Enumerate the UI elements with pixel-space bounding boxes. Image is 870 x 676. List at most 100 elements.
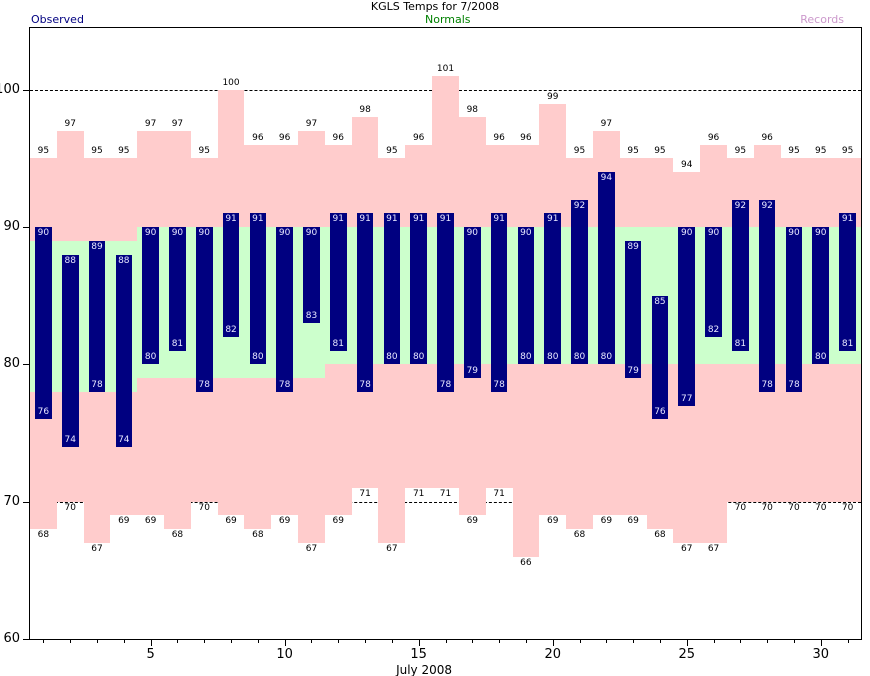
observed-high-label-day-18: 91 [493,214,505,225]
observed-bar-day-5 [142,227,159,365]
y-tick-mark-80 [23,364,29,366]
observed-high-label-day-5: 90 [144,228,157,239]
record-high-label-day-10: 96 [278,132,291,143]
x-tick-label-25: 25 [678,647,696,662]
observed-low-label-day-9: 80 [252,352,264,363]
record-low-label-day-22: 69 [600,516,613,527]
observed-high-label-day-19: 90 [520,228,532,239]
record-high-label-day-14: 95 [386,146,398,157]
observed-high-label-day-27: 92 [734,200,747,211]
record-low-label-day-11: 67 [305,543,318,554]
record-low-label-day-2: 70 [64,502,76,513]
observed-bar-day-8 [222,213,240,337]
x-tick-mark-18 [499,639,501,643]
record-low-label-day-27: 70 [734,502,747,513]
observed-high-label-day-10: 90 [278,228,291,239]
x-tick-mark-28 [767,639,769,643]
observed-high-label-day-25: 90 [681,228,693,239]
x-tick-mark-27 [740,639,742,643]
x-tick-mark-2 [70,639,72,643]
record-high-label-day-20: 99 [546,91,559,102]
x-tick-mark-23 [633,639,635,643]
observed-high-label-day-22: 94 [600,173,613,184]
x-tick-mark-13 [365,639,367,643]
observed-bar-day-11 [303,227,320,324]
record-low-label-day-25: 67 [681,543,693,554]
observed-high-label-day-20: 91 [546,214,559,225]
observed-low-label-day-15: 80 [412,352,425,363]
x-tick-label-20: 20 [544,647,561,662]
observed-bar-day-17 [463,227,481,379]
observed-high-label-day-2: 88 [64,255,76,266]
record-low-label-day-21: 68 [573,530,586,541]
record-high-label-day-22: 97 [600,118,613,129]
legend-item-records: Records [800,13,844,26]
observed-bar-day-6 [169,227,186,351]
observed-bar-day-26 [705,227,722,337]
record-high-label-day-8: 100 [222,77,240,88]
observed-low-label-day-6: 81 [171,338,184,349]
observed-high-label-day-24: 85 [654,296,666,307]
record-low-label-day-4: 69 [118,516,130,527]
observed-bar-day-22 [598,172,615,365]
record-low-label-day-8: 69 [225,516,237,527]
observed-high-label-day-17: 90 [466,228,479,239]
x-tick-label-5: 5 [146,647,155,662]
x-tick-mark-8 [231,639,233,643]
record-high-label-day-30: 95 [815,146,827,157]
observed-high-label-day-16: 91 [439,214,452,225]
observed-bar-day-16 [437,213,454,392]
x-tick-label-10: 10 [276,647,293,662]
record-high-label-day-5: 97 [144,118,157,129]
plot-inner: 95 68 90 76 97 70 88 74 95 67 89 78 95 69 88 74 97 69 90 80… [30,28,861,639]
x-tick-mark-12 [338,639,340,643]
observed-low-label-day-24: 76 [654,407,666,418]
observed-low-label-day-10: 78 [278,379,291,390]
observed-low-label-day-4: 74 [118,434,130,445]
observed-high-label-day-12: 91 [332,214,344,225]
record-low-label-day-28: 70 [761,502,773,513]
observed-bar-day-10 [276,227,293,392]
record-high-label-day-12: 96 [332,132,344,143]
record-low-label-day-17: 69 [466,516,479,527]
record-high-label-day-6: 97 [171,118,184,129]
gridline-70 [30,501,861,503]
x-tick-mark-22 [606,639,608,643]
record-low-label-day-20: 69 [546,516,559,527]
observed-bar-day-29 [785,227,803,392]
x-tick-mark-31 [847,639,849,643]
record-low-label-day-6: 68 [171,530,184,541]
observed-bar-day-12 [329,213,347,351]
observed-bar-day-30 [812,227,830,365]
x-axis-title: July 2008 [396,663,453,676]
x-tick-mark-17 [472,639,474,643]
observed-low-label-day-29: 78 [788,379,800,390]
observed-low-label-day-5: 80 [144,352,157,363]
y-tick-label-80: 80 [3,356,20,372]
legend-item-normals: Normals [425,13,471,26]
observed-bar-day-21 [571,199,588,365]
observed-bar-day-7 [195,227,213,392]
x-tick-mark-19 [525,639,527,643]
y-tick-label-100: 100 [0,81,20,97]
record-high-label-day-24: 95 [654,146,666,157]
record-low-label-day-7: 70 [198,502,210,513]
record-high-label-day-26: 96 [707,132,720,143]
record-low-label-day-19: 66 [520,557,532,568]
observed-high-label-day-11: 90 [305,228,318,239]
record-high-label-day-28: 96 [761,132,773,143]
observed-bar-day-24 [651,295,669,420]
record-low-label-day-13: 71 [359,488,371,499]
observed-low-label-day-31: 81 [841,338,854,349]
observed-low-label-day-18: 78 [493,379,505,390]
record-high-label-day-31: 95 [841,146,854,157]
x-tick-label-15: 15 [410,647,427,662]
observed-low-label-day-17: 79 [466,366,479,377]
observed-bar-day-9 [249,213,267,365]
observed-bar-day-15 [410,213,427,365]
x-tick-mark-14 [391,639,393,643]
y-tick-label-60: 60 [3,631,20,646]
x-tick-mark-16 [445,639,447,643]
record-high-label-day-21: 95 [573,146,586,157]
y-tick-label-90: 90 [3,219,20,235]
